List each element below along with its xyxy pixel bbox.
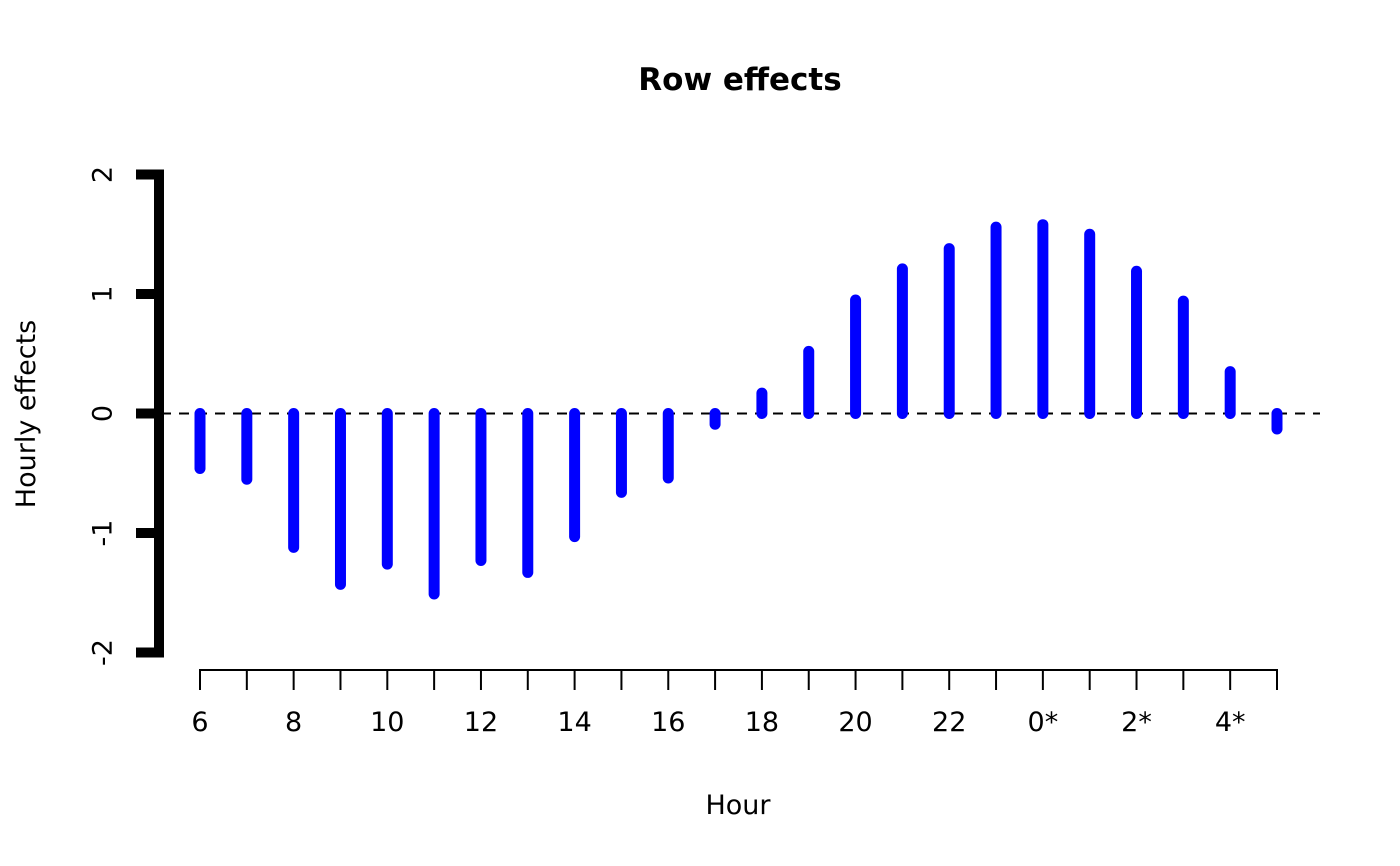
y-axis: 2 1 0 -1 -2 <box>88 166 164 666</box>
x-tick-label: 16 <box>651 707 685 738</box>
y-tick-label: 0 <box>88 405 119 422</box>
x-tick-label: 12 <box>464 707 498 738</box>
y-tick-label: -1 <box>88 520 119 547</box>
x-axis-label: Hour <box>705 790 771 821</box>
x-tick-label: 2* <box>1121 707 1152 738</box>
x-tick-label: 18 <box>745 707 779 738</box>
y-tick-label: -2 <box>88 639 119 666</box>
chart-title: Row effects <box>638 62 841 98</box>
y-tick-label: 1 <box>88 285 119 302</box>
x-tick-label: 6 <box>191 707 208 738</box>
y-tick-label: 2 <box>88 166 119 183</box>
x-tick-label: 8 <box>285 707 302 738</box>
bars-group <box>194 219 1283 600</box>
x-tick-label: 14 <box>557 707 591 738</box>
x-tick-label: 22 <box>932 707 966 738</box>
x-tick-label: 4* <box>1215 707 1246 738</box>
x-axis: 6 8 10 12 14 16 18 20 22 0* 2* 4* <box>191 669 1278 738</box>
x-tick-label: 0* <box>1028 707 1059 738</box>
x-tick-label: 10 <box>370 707 404 738</box>
x-tick-label: 20 <box>838 707 872 738</box>
y-axis-label: Hourly effects <box>11 320 42 508</box>
